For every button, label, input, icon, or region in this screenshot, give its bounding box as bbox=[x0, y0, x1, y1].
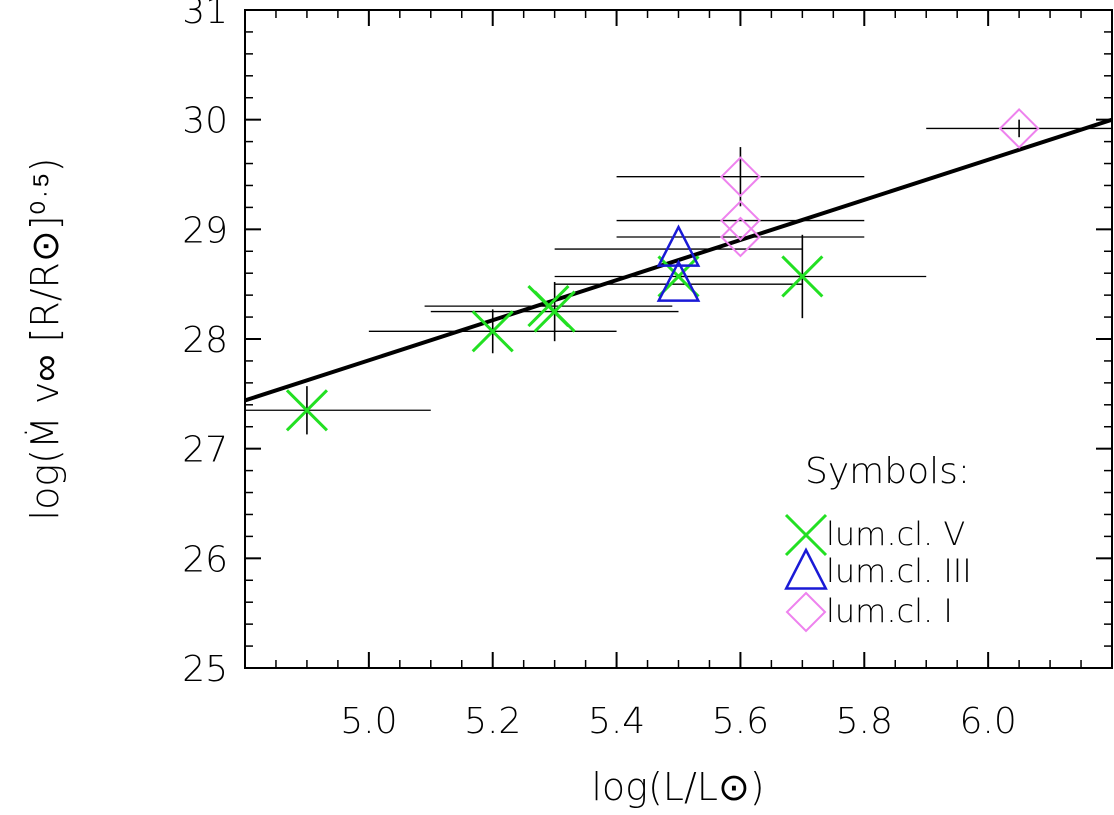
legend-marker-x bbox=[784, 513, 828, 557]
data-point-diamond bbox=[720, 200, 761, 241]
y-tick-label: 28 bbox=[182, 320, 228, 361]
x-tick-label: 6.0 bbox=[960, 701, 1017, 742]
y-tick-label: 30 bbox=[182, 101, 228, 142]
data-point-diamond bbox=[998, 108, 1040, 149]
legend-label: lum.cl. I bbox=[826, 592, 953, 630]
legend-label: lum.cl. III bbox=[826, 552, 972, 590]
plot-frame bbox=[244, 9, 1113, 669]
data-point-triangle bbox=[656, 259, 701, 302]
data-point-x bbox=[285, 389, 328, 432]
y-axis-label: log(Ṁ v∞ [R/R⊙]⁰·⁵) bbox=[23, 158, 67, 521]
x-tick-label: 5.0 bbox=[340, 701, 397, 742]
legend-label: lum.cl. V bbox=[826, 515, 965, 553]
y-tick-label: 25 bbox=[182, 649, 228, 690]
data-point-x bbox=[471, 310, 514, 353]
tick-labels: 5.0 5.2 5.4 5.6 5.8 6.0 25 26 27 28 29 30 31 bbox=[182, 0, 1017, 742]
y-tick-label: 27 bbox=[182, 430, 228, 471]
x-tick-label: 5.2 bbox=[464, 701, 521, 742]
y-tick-label: 29 bbox=[182, 210, 228, 251]
legend-marker-diamond bbox=[785, 591, 827, 633]
data-point-diamond bbox=[720, 156, 761, 198]
x-axis-label: log(L/L⊙) bbox=[591, 765, 764, 809]
data-point-triangle bbox=[656, 224, 701, 267]
legend-marker-triangle bbox=[784, 547, 828, 590]
y-tick-label: 31 bbox=[182, 0, 228, 32]
legend-title: Symbols: bbox=[805, 451, 970, 492]
y-tick-label: 26 bbox=[182, 539, 228, 580]
axis-ticks bbox=[245, 9, 1112, 669]
x-tick-label: 5.4 bbox=[588, 701, 645, 742]
data-point-diamond bbox=[720, 216, 761, 258]
data-markers bbox=[285, 108, 1040, 432]
x-tick-label: 5.8 bbox=[836, 701, 893, 742]
data-point-x bbox=[533, 290, 576, 333]
x-tick-label: 5.6 bbox=[712, 701, 769, 742]
data-point-x bbox=[781, 255, 824, 298]
